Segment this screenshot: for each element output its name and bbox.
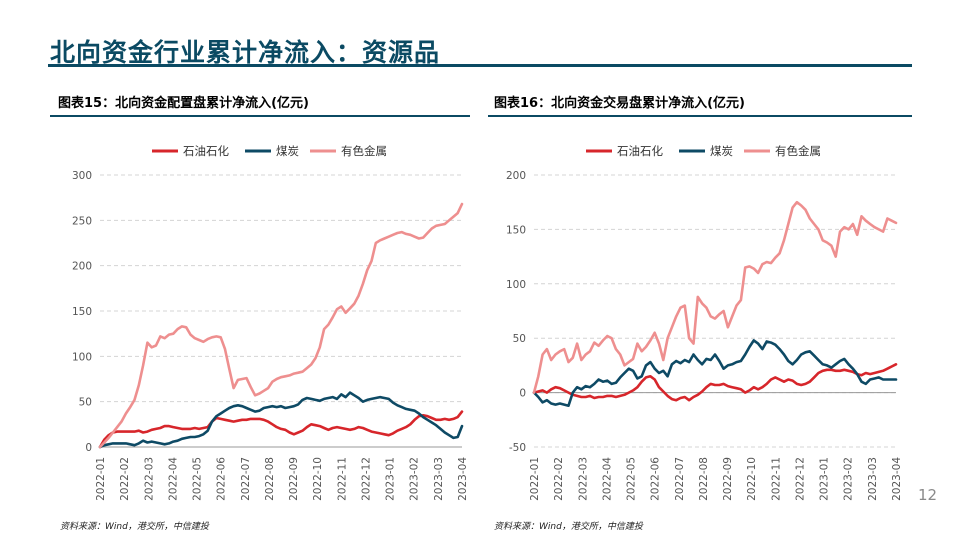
y-tick-label: 0	[519, 388, 526, 400]
x-tick-label: 2022-04	[167, 457, 179, 501]
y-tick-label: 50	[79, 397, 92, 409]
y-tick-label: 0	[85, 442, 92, 454]
y-tick-label: 100	[72, 351, 92, 363]
x-tick-label: 2022-09	[722, 457, 734, 501]
y-tick-label: 50	[513, 333, 526, 345]
legend-label-1: 煤炭	[710, 144, 733, 158]
series-line-1	[98, 391, 464, 449]
chart-left-configuration-inflow: 0 50 100 150 200 250 300 2022-01 2022-02 2022-03 2…	[72, 144, 469, 501]
y-tick-label: 150	[506, 224, 526, 236]
x-tick-label: 2022-03	[577, 457, 589, 501]
legend-label-2: 有色金属	[775, 144, 821, 158]
y-tick-label: 200	[506, 170, 526, 182]
x-tick-label: 2023-02	[409, 457, 421, 501]
title-rule	[48, 64, 912, 67]
x-tick-label: 2022-10	[312, 457, 324, 501]
x-tick-label: 2022-03	[143, 457, 155, 501]
x-tick-label: 2023-04	[457, 457, 469, 501]
x-tick-label: 2023-01	[819, 457, 831, 501]
x-tick-label: 2022-08	[264, 457, 276, 501]
x-tick-label: 2022-12	[794, 457, 806, 501]
x-tick-label: 2022-01	[529, 457, 541, 501]
x-tick-label: 2023-03	[433, 457, 445, 501]
page-number: 12	[918, 486, 938, 504]
x-tick-label: 2022-09	[288, 457, 300, 501]
series-line-1	[532, 339, 898, 408]
x-tick-label: 2022-02	[553, 457, 565, 501]
y-tick-label: 200	[72, 261, 92, 273]
y-tick-label: 100	[506, 279, 526, 291]
x-tick-label: 2022-06	[216, 457, 228, 501]
x-tick-label: 2022-12	[360, 457, 372, 501]
y-tick-label: -50	[509, 442, 526, 454]
y-tick-label: 150	[72, 306, 92, 318]
x-tick-label: 2022-07	[240, 457, 252, 501]
y-tick-label: 250	[72, 215, 92, 227]
legend-label-0: 石油石化	[617, 144, 663, 158]
chart-right-title: 图表16：北向资金交易盘累计净流入(亿元)	[494, 96, 745, 111]
x-tick-label: 2022-07	[674, 457, 686, 501]
series-line-0	[98, 410, 464, 449]
series-line-2	[98, 202, 464, 449]
x-tick-label: 2023-01	[385, 457, 397, 501]
legend-label-1: 煤炭	[276, 144, 299, 158]
x-tick-label: 2023-02	[843, 457, 855, 501]
x-tick-label: 2022-04	[601, 457, 613, 501]
series-line-2	[532, 200, 898, 394]
x-tick-label: 2022-10	[746, 457, 758, 501]
legend-label-0: 石油石化	[183, 144, 229, 158]
x-tick-label: 2023-03	[867, 457, 879, 501]
x-tick-label: 2022-08	[698, 457, 710, 501]
chart-left-source: 资料来源：Wind，港交所，中信建投	[60, 522, 209, 532]
x-tick-label: 2022-02	[119, 457, 131, 501]
x-tick-label: 2022-11	[336, 457, 348, 501]
x-tick-label: 2022-01	[95, 457, 107, 501]
chart-right-source: 资料来源：Wind，港交所，中信建投	[494, 522, 643, 532]
chart-right-rule	[488, 115, 912, 117]
x-tick-label: 2022-11	[770, 457, 782, 501]
legend-label-2: 有色金属	[341, 144, 387, 158]
x-tick-label: 2023-04	[891, 457, 903, 501]
chart-right-trading-inflow: -50 0 50 100 150 200 2022-01 2022-02 2022-03 2022…	[506, 144, 903, 501]
chart-left-title: 图表15：北向资金配置盘累计净流入(亿元)	[58, 96, 309, 111]
x-tick-label: 2022-05	[626, 457, 638, 501]
x-tick-label: 2022-06	[650, 457, 662, 501]
x-tick-label: 2022-05	[192, 457, 204, 501]
y-tick-label: 300	[72, 170, 92, 182]
slide-title: 北向资金行业累计净流入：资源品	[50, 38, 441, 67]
series-line-0	[532, 363, 898, 402]
chart-left-rule	[50, 115, 470, 117]
